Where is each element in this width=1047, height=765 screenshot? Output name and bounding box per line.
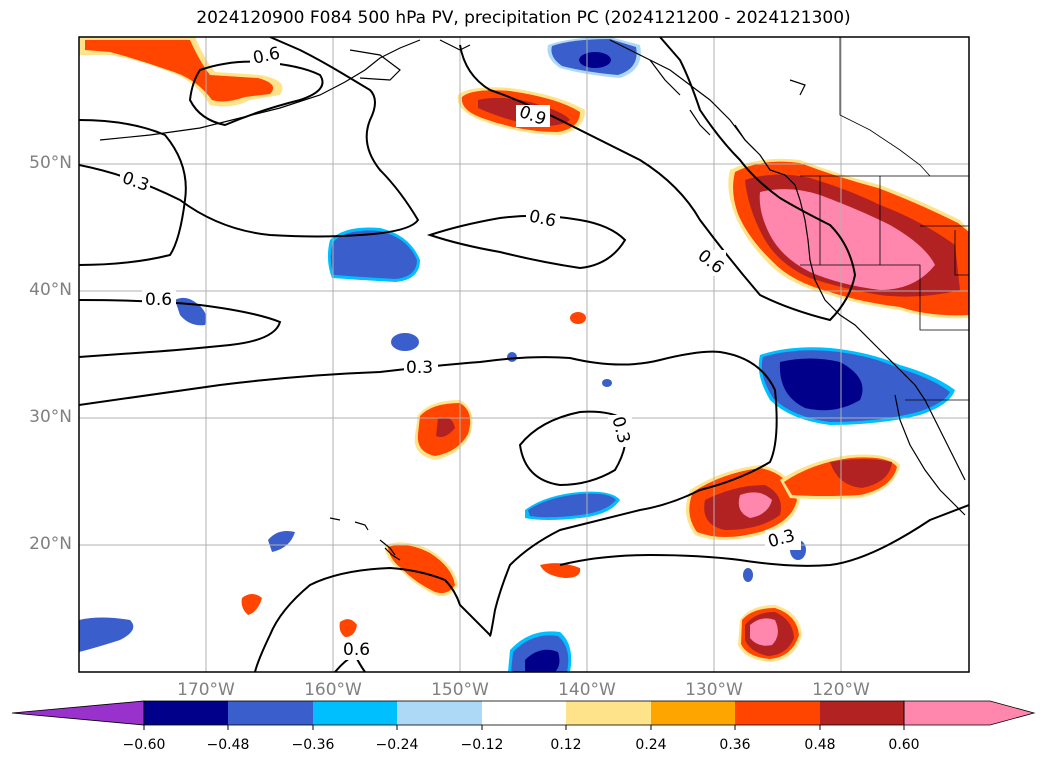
colorbar-tick-label: 0.24 (635, 737, 667, 753)
borders (800, 37, 969, 401)
colorbar-tick-label: −0.12 (460, 737, 504, 753)
colorbar-swatch (397, 701, 482, 725)
lat-label-30n: 30°N (29, 407, 72, 427)
lon-label-160w: 160°W (304, 680, 362, 700)
colorbar-tick-label: 0.60 (888, 737, 920, 753)
colorbar-extend-low (11, 700, 145, 726)
colorbar-tick-label: −0.24 (375, 737, 419, 753)
colorbar-tick-label: 0.12 (550, 737, 582, 753)
contour-label-backgrounds (120, 46, 801, 660)
lon-label-150w: 150°W (431, 680, 489, 700)
lon-label-120w: 120°W (812, 680, 870, 700)
colorbar-swatch (482, 701, 566, 725)
colorbar-tick-label: −0.60 (122, 737, 166, 753)
colorbar-swatch (651, 701, 735, 725)
colorbar-swatch (566, 701, 651, 725)
colorbar-swatch (144, 701, 228, 725)
contour-label: 0.6 (343, 640, 371, 660)
contour-label: 0.3 (406, 358, 434, 378)
coastlines (99, 39, 966, 561)
gridlines (79, 37, 969, 672)
lat-label-20n: 20°N (29, 534, 72, 554)
lat-label-40n: 40°N (29, 280, 72, 300)
lon-label-130w: 130°W (685, 680, 743, 700)
colorbar-swatch (820, 701, 904, 725)
colorbar-swatch (228, 701, 313, 725)
colorbar (11, 700, 1036, 730)
colorbar-swatch (735, 701, 820, 725)
lat-label-50n: 50°N (29, 153, 72, 173)
map-frame (78, 36, 970, 673)
map-title: 2024120900 F084 500 hPa PV, precipitatio… (196, 8, 851, 28)
precip-negative-areas (79, 37, 955, 672)
colorbar-tick-label: −0.36 (291, 737, 335, 753)
colorbar-tick-label: −0.48 (206, 737, 250, 753)
colorbar-swatch (313, 701, 397, 725)
lon-label-170w: 170°W (177, 680, 235, 700)
colorbar-tick-label: 0.36 (719, 737, 751, 753)
colorbar-tick-label: 0.48 (804, 737, 836, 753)
contour-label: 0.6 (145, 290, 173, 310)
lon-label-140w: 140°W (558, 680, 616, 700)
colorbar-extend-high (903, 700, 1036, 726)
